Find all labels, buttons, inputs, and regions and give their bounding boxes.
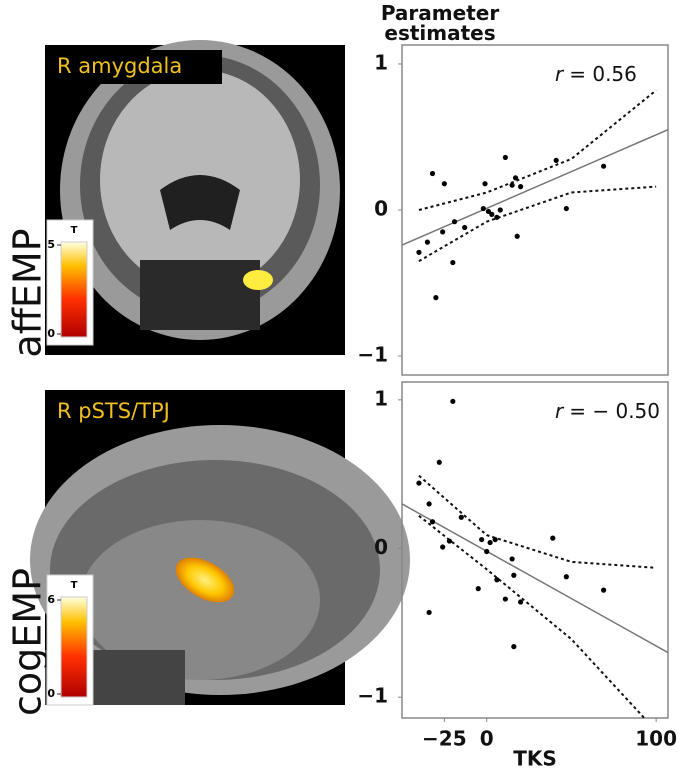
- ci-lower: [418, 515, 646, 719]
- colorbar-tick-label: 5: [47, 238, 55, 251]
- point: [511, 572, 517, 578]
- brain-image: [45, 40, 345, 355]
- annotation-text: = − 0.50: [569, 399, 660, 423]
- ci-upper: [418, 89, 657, 211]
- point: [416, 480, 422, 486]
- y-axis-label: Parameter estimates: [381, 1, 500, 45]
- point: [441, 181, 447, 187]
- fit-line: [401, 503, 669, 654]
- y-tick-label: −1: [357, 343, 388, 367]
- colorbar: [60, 596, 88, 698]
- point: [517, 184, 524, 190]
- point: [489, 211, 495, 217]
- point: [446, 538, 453, 544]
- ci-upper: [418, 474, 657, 569]
- point: [424, 239, 431, 245]
- point: [492, 536, 498, 543]
- y-tick-label: −1: [357, 684, 388, 708]
- y-tick-label: 0: [374, 535, 388, 559]
- point: [487, 539, 493, 546]
- point: [450, 398, 456, 404]
- point: [479, 536, 485, 543]
- point: [502, 154, 508, 161]
- x-tick-label: 0: [480, 727, 494, 751]
- plot-frame: [401, 44, 669, 376]
- point: [502, 596, 508, 602]
- point: [416, 249, 422, 255]
- label-box: [50, 50, 222, 84]
- y-tick-label: 0: [374, 197, 388, 221]
- y-tick-label: 1: [374, 386, 388, 410]
- point: [480, 205, 486, 212]
- colorbar: [60, 241, 88, 338]
- point: [601, 163, 607, 169]
- point: [485, 208, 492, 215]
- annotation-text: = 0.56: [569, 62, 637, 86]
- ci-lower: [418, 185, 657, 262]
- point: [509, 182, 515, 188]
- point: [601, 587, 607, 593]
- point: [440, 544, 446, 550]
- point: [550, 535, 556, 541]
- point: [433, 295, 439, 301]
- image-label: R pSTS/TPJ: [57, 399, 170, 423]
- point: [426, 501, 432, 507]
- colorbar-tick-label: 6: [47, 593, 55, 606]
- point: [563, 205, 569, 212]
- point: [509, 556, 515, 562]
- annotation: r = 0.56: [555, 62, 637, 86]
- point: [512, 175, 519, 181]
- row-label: cogEMP: [6, 568, 50, 716]
- point: [563, 574, 569, 580]
- image-label: R amygdala: [57, 54, 182, 78]
- point: [436, 459, 442, 465]
- point: [497, 207, 503, 213]
- point: [511, 644, 517, 650]
- point: [494, 214, 500, 220]
- point: [462, 224, 468, 231]
- point: [429, 519, 436, 525]
- colorbar-tick-label: 0: [47, 687, 55, 700]
- point: [451, 219, 458, 225]
- point: [429, 170, 436, 177]
- colorbar-title: T: [71, 580, 78, 591]
- point: [482, 181, 488, 187]
- plot-frame: [401, 381, 669, 719]
- point: [426, 609, 432, 616]
- point: [484, 548, 490, 555]
- row-label: affEMP: [6, 228, 50, 357]
- point: [517, 599, 524, 605]
- point: [553, 157, 559, 163]
- x-tick-label: −25: [422, 727, 467, 751]
- y-tick-label: 1: [374, 50, 388, 74]
- annotation: r = − 0.50: [555, 399, 660, 423]
- fit-line: [401, 129, 669, 246]
- point: [514, 233, 520, 239]
- x-tick-label: 100: [635, 727, 677, 751]
- annotation-symbol: r: [555, 62, 565, 86]
- point: [475, 586, 481, 592]
- colorbar-tick-label: 0: [47, 327, 55, 340]
- point: [494, 577, 500, 583]
- point: [440, 229, 446, 235]
- point: [450, 259, 456, 266]
- x-axis-label: TKS: [513, 747, 557, 770]
- annotation-symbol: r: [555, 399, 565, 423]
- point: [458, 514, 464, 520]
- colorbar-title: T: [71, 225, 78, 236]
